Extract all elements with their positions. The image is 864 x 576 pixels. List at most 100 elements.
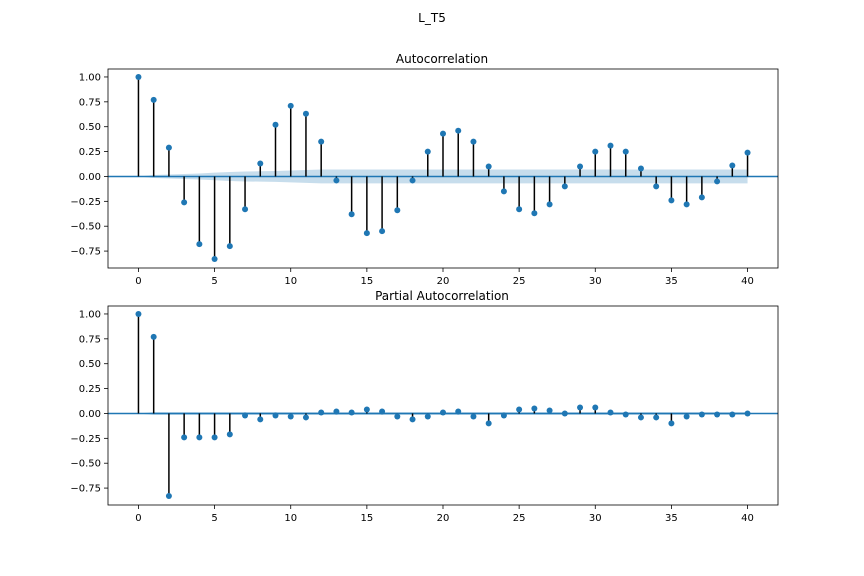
pacf-point (363, 406, 370, 413)
pacf-point (714, 411, 721, 418)
pacf-point (485, 420, 492, 427)
acf-point (592, 148, 599, 155)
acf-y-tick-label: −0.75 (70, 247, 101, 258)
pacf-x-tick-label: 25 (513, 513, 526, 524)
pacf-point (531, 405, 538, 412)
acf-title: Autocorrelation (396, 52, 488, 66)
acf-point (500, 188, 507, 195)
acf-point (272, 121, 279, 128)
acf-y-tick-label: −0.50 (70, 222, 101, 233)
acf-point (683, 201, 690, 208)
pacf-point (394, 413, 401, 420)
acf-x-tick-label: 35 (665, 276, 678, 287)
acf-point (181, 199, 188, 206)
acf-y-tick-label: 0.00 (79, 172, 101, 183)
acf-y-tick-label: −0.25 (70, 197, 101, 208)
pacf-point (500, 412, 507, 419)
acf-point (302, 110, 309, 117)
acf-point (424, 148, 431, 155)
acf-point (668, 197, 675, 204)
acf-point (637, 165, 644, 172)
acf-point (226, 243, 233, 250)
pacf-x-tick-label: 40 (741, 513, 754, 524)
pacf-point (424, 413, 431, 420)
pacf-point (440, 409, 446, 416)
pacf-y-tick-label: −0.75 (70, 484, 101, 495)
acf-point (211, 256, 218, 263)
pacf-point (135, 310, 142, 317)
pacf-point (165, 493, 172, 500)
pacf-point (181, 434, 188, 441)
pacf-x-tick-label: 20 (437, 513, 450, 524)
pacf-point (729, 411, 736, 418)
pacf-x-tick-label: 15 (360, 513, 373, 524)
acf-point (485, 163, 492, 170)
acf-x-tick-label: 5 (211, 276, 217, 287)
pacf-y-tick-label: 1.00 (79, 309, 101, 320)
acf-point (196, 241, 203, 248)
pacf-point (622, 411, 629, 418)
pacf-point (318, 409, 325, 416)
acf-point (470, 138, 477, 145)
acf-point (607, 142, 614, 149)
pacf-point (592, 404, 599, 411)
acf-point (577, 163, 584, 170)
acf-point (363, 230, 370, 237)
pacf-point (577, 404, 584, 411)
pacf-x-tick-label: 35 (665, 513, 678, 524)
pacf-point (607, 409, 614, 416)
pacf-point (150, 333, 157, 340)
pacf-point (302, 414, 309, 421)
pacf-point (272, 412, 279, 419)
pacf-point (561, 410, 568, 417)
pacf-y-tick-label: 0.25 (79, 384, 101, 395)
pacf-point (455, 408, 462, 415)
pacf-point (637, 414, 644, 421)
pacf-panel: Partial Autocorrelation 0 5 10 15 20 25 30 35 40… (70, 289, 779, 524)
acf-y-tick-label: 0.75 (79, 97, 101, 108)
pacf-point (668, 420, 675, 427)
acf-point (744, 149, 751, 156)
pacf-title: Partial Autocorrelation (375, 289, 509, 303)
pacf-point (653, 414, 660, 421)
pacf-point (242, 412, 249, 419)
acf-x-tick-label: 20 (437, 276, 450, 287)
pacf-point (516, 406, 523, 413)
pacf-point (333, 408, 340, 415)
acf-point (379, 228, 386, 235)
pacf-point (287, 413, 294, 420)
acf-point (333, 177, 340, 184)
acf-y-tick-label: 0.25 (79, 147, 101, 158)
acf-x-tick-label: 40 (741, 276, 754, 287)
acf-point (622, 148, 629, 155)
acf-point (287, 102, 294, 109)
acf-point (394, 207, 401, 214)
pacf-y-tick-label: −0.50 (70, 459, 101, 470)
acf-point (318, 138, 325, 145)
acf-point (546, 201, 553, 208)
pacf-y-tick-label: 0.50 (79, 359, 101, 370)
acf-point (150, 96, 157, 103)
acf-x-tick-label: 10 (284, 276, 297, 287)
pacf-point (226, 431, 233, 438)
pacf-x-tick-label: 10 (284, 513, 297, 524)
acf-point (516, 206, 523, 213)
pacf-point (379, 408, 386, 415)
pacf-y-tick-label: 0.00 (79, 409, 101, 420)
pacf-point (409, 416, 416, 423)
acf-point (409, 177, 416, 184)
acf-point (714, 178, 721, 185)
acf-point (135, 73, 142, 80)
acf-point (165, 144, 172, 151)
pacf-point (744, 410, 751, 417)
acf-point (729, 162, 736, 169)
pacf-point (698, 411, 705, 418)
pacf-y-tick-label: 0.75 (79, 334, 101, 345)
pacf-point (196, 434, 203, 441)
pacf-x-tick-label: 5 (211, 513, 217, 524)
acf-point (653, 183, 660, 190)
pacf-point (211, 434, 218, 441)
acf-point (561, 183, 568, 190)
